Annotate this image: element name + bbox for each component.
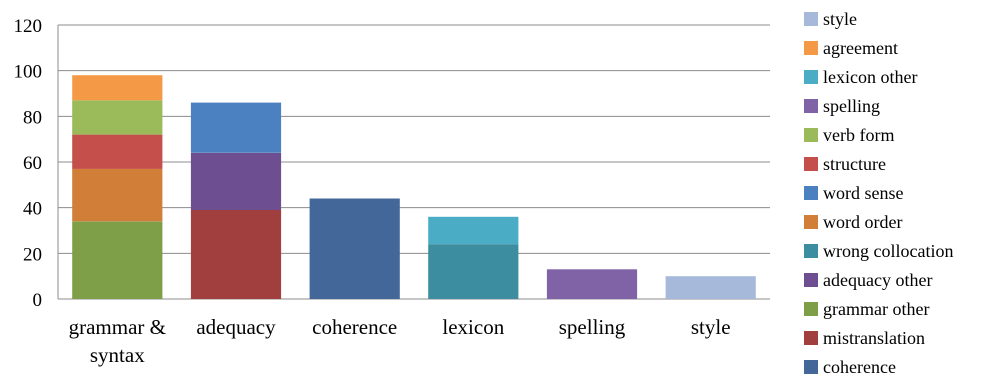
legend-swatch xyxy=(804,157,818,171)
legend-swatch xyxy=(804,70,818,84)
legend-label: adequacy other xyxy=(823,270,932,290)
bar-segment-lexicon-other xyxy=(428,216,519,245)
y-tick-label: 0 xyxy=(33,290,43,311)
bar-segment-verb-form xyxy=(72,100,163,135)
y-tick-label: 80 xyxy=(23,107,42,128)
legend-swatch xyxy=(804,41,818,55)
y-tick-label: 40 xyxy=(23,199,42,220)
legend-swatch xyxy=(804,128,818,142)
bar-segment-structure xyxy=(72,134,163,169)
legend-swatch xyxy=(804,244,818,258)
legend-swatch xyxy=(804,99,818,113)
legend-swatch xyxy=(804,360,818,374)
bars xyxy=(72,75,756,299)
bar-segment-wrong-collocation xyxy=(428,244,519,299)
legend-label: coherence xyxy=(823,357,896,377)
x-category-label: syntax xyxy=(90,343,145,367)
y-tick-label: 100 xyxy=(14,62,43,83)
legend-swatch xyxy=(804,12,818,26)
y-axis: 0 20 40 60 80 100 120 xyxy=(14,16,59,311)
gridlines xyxy=(58,24,770,300)
x-category-label: coherence xyxy=(312,315,397,339)
legend-label: word order xyxy=(823,212,902,232)
legend-label: word sense xyxy=(823,183,903,203)
legend-swatch xyxy=(804,331,818,345)
bar-segment-mistranslation xyxy=(190,209,282,299)
legend-label: grammar other xyxy=(823,299,929,319)
legend: style agreement lexicon other spelling verb … xyxy=(804,9,953,377)
x-category-label: spelling xyxy=(559,315,626,339)
legend-swatch xyxy=(804,186,818,200)
legend-label: verb form xyxy=(823,125,894,145)
legend-label: lexicon other xyxy=(823,67,917,87)
bar-segment-word-order xyxy=(72,168,163,222)
bar-segment-coherence xyxy=(309,198,400,299)
legend-label: wrong collocation xyxy=(823,241,953,261)
bar-segment-spelling xyxy=(546,269,638,299)
x-category-label: lexicon xyxy=(442,315,504,339)
bar-segment-style xyxy=(665,276,756,299)
legend-label: structure xyxy=(823,154,886,174)
legend-swatch xyxy=(804,215,818,229)
bar-segment-agreement xyxy=(72,75,163,101)
legend-label: style xyxy=(823,9,857,29)
y-tick-label: 60 xyxy=(23,153,42,174)
bar-segment-grammar-other xyxy=(72,221,163,299)
legend-label: mistranslation xyxy=(823,328,925,348)
bar-segment-adequacy-other xyxy=(190,152,282,210)
legend-swatch xyxy=(804,273,818,287)
legend-swatch xyxy=(804,302,818,316)
legend-label: agreement xyxy=(823,38,898,58)
legend-label: spelling xyxy=(823,96,880,116)
y-tick-label: 20 xyxy=(23,244,42,265)
bar-segment-word-sense xyxy=(190,102,282,153)
x-category-label: adequacy xyxy=(196,315,276,339)
y-tick-label: 120 xyxy=(14,16,43,37)
x-axis-labels: grammar & syntax adequacy coherence lexicon s… xyxy=(69,315,731,367)
x-category-label: grammar & xyxy=(69,315,166,339)
x-category-label: style xyxy=(691,315,731,339)
